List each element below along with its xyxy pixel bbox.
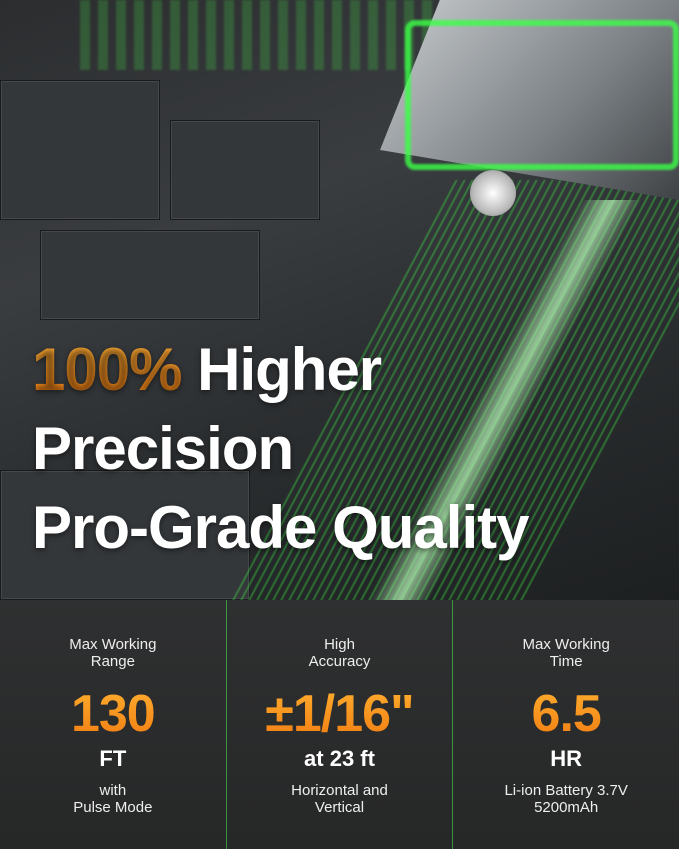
spec-unit: HR	[550, 746, 583, 771]
spec-label: Accuracy	[308, 653, 371, 670]
spec-label: High	[324, 636, 355, 653]
circuit-tile	[0, 470, 250, 600]
spec-unit: FT	[99, 746, 127, 771]
spec-note: 5200mAh	[534, 799, 599, 816]
spec-label: Max Working	[69, 636, 157, 653]
spec-value: 130	[0, 684, 226, 744]
spec-range: Max Working Range 130 FT with Pulse Mode	[0, 600, 226, 849]
specs-panel: Max Working Range 130 FT with Pulse Mode…	[0, 600, 679, 849]
spec-label: Time	[549, 653, 583, 670]
laser-glow	[80, 0, 440, 70]
spec-label: Range	[90, 653, 135, 670]
spec-unit: at 23 ft	[304, 746, 375, 771]
headline-line2: Precision	[32, 415, 294, 482]
headline-line3: Pro-Grade Quality	[32, 494, 529, 561]
circuit-tile	[40, 230, 260, 320]
laser-lens	[470, 170, 516, 216]
spec-accuracy: High Accuracy ±1/16" at 23 ft Horizontal…	[225, 600, 453, 849]
hero-image: 100% Higher Precision Pro-Grade Quality	[0, 0, 679, 600]
headline-accent: 100%	[32, 336, 182, 403]
device-glow	[405, 20, 679, 170]
spec-note: Vertical	[314, 799, 365, 816]
spec-value: 6.5	[453, 684, 679, 744]
headline: 100% Higher Precision Pro-Grade Quality	[32, 330, 529, 567]
spec-note: Pulse Mode	[73, 799, 153, 816]
circuit-tile	[0, 80, 160, 220]
spec-value: ±1/16"	[227, 684, 453, 744]
spec-note: with	[99, 782, 127, 799]
spec-note: Li-ion Battery 3.7V	[504, 782, 628, 799]
headline-line1: Higher	[181, 336, 382, 403]
circuit-tile	[170, 120, 320, 220]
spec-note: Horizontal and	[291, 782, 388, 799]
spec-time: Max Working Time 6.5 HR Li-ion Battery 3…	[452, 600, 679, 849]
spec-label: Max Working	[522, 636, 610, 653]
